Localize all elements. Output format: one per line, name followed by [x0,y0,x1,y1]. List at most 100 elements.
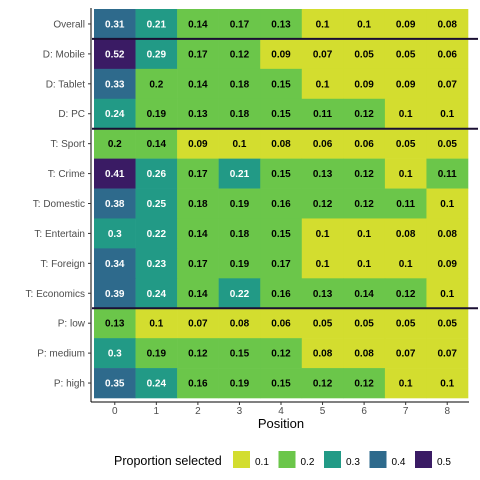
row-label: T: Sport [51,139,86,150]
cell-value-label: 0.08 [271,139,291,150]
heatmap-cell [94,68,136,100]
heatmap-cell [177,338,219,369]
heatmap-cell [135,368,178,399]
row-label: D: PC [58,109,85,120]
legend-swatch [278,451,296,468]
cell-value-label: 0.15 [271,229,291,240]
heatmap-cell [94,9,136,40]
heatmap-cell [426,188,469,219]
cell-value-label: 0.15 [271,79,291,90]
cell-value-label: 0.22 [230,289,250,300]
cell-value-label: 0.24 [147,379,167,390]
cell-value-label: 0.1 [440,289,454,300]
heatmap-cell [260,98,303,129]
heatmap-cell [135,38,178,70]
heatmap-cell [260,278,303,309]
row-label: T: Domestic [33,199,85,210]
heatmap-cell [94,158,136,189]
cell-value-label: 0.09 [437,259,457,270]
cell-value-label: 0.12 [188,349,208,360]
row-label: P: high [54,379,85,390]
cell-value-label: 0.06 [271,319,291,330]
heatmap-cell [218,188,261,219]
heatmap-cell [260,158,303,189]
cell-value-label: 0.07 [437,79,457,90]
heatmap-cell [218,338,261,369]
cell-value-label: 0.13 [271,19,291,30]
heatmap-cell [384,308,427,339]
heatmap-cell [177,218,219,249]
heatmap-cell [384,38,427,70]
cell-value-label: 0.05 [437,139,457,150]
cell-value-label: 0.1 [316,79,330,90]
legend-label: 0.1 [255,457,269,468]
heatmap-cell [260,38,303,70]
heatmap-cell [301,218,344,249]
heatmap-cell [426,278,469,309]
heatmap-cell [135,68,178,100]
cell-value-label: 0.13 [188,109,208,120]
cell-value-label: 0.08 [354,349,374,360]
heatmap-cell [94,38,136,70]
heatmap-cell [135,248,178,279]
heatmap-cell [426,68,469,100]
x-axis-title: Position [258,416,304,431]
x-tick-label: 2 [195,406,201,417]
heatmap-cell [384,98,427,129]
heatmap-cell [177,9,219,40]
cell-value-label: 0.1 [440,109,454,120]
heatmap-cell [260,68,303,100]
cell-value-label: 0.13 [105,319,125,330]
cell-value-label: 0.1 [357,259,371,270]
heatmap-cell [218,68,261,100]
heatmap-cell [426,368,469,399]
heatmap-cell [260,308,303,339]
legend-swatch [233,451,250,468]
heatmap-cell [384,368,427,399]
heatmap-cell [343,368,386,399]
cell-value-label: 0.1 [357,229,371,240]
cell-value-label: 0.22 [147,229,167,240]
heatmap-cell [135,308,178,339]
cell-value-label: 0.24 [105,109,125,120]
heatmap-cell [426,38,469,70]
cell-value-label: 0.05 [437,319,457,330]
cell-value-label: 0.18 [230,79,250,90]
heatmap-cell [135,128,178,159]
cell-value-label: 0.07 [313,49,333,60]
cell-value-label: 0.11 [438,169,457,180]
cell-value-label: 0.15 [271,109,291,120]
cell-value-label: 0.05 [313,319,333,330]
cell-value-label: 0.05 [396,319,416,330]
cell-value-label: 0.21 [230,169,250,180]
heatmap-cell [260,338,303,369]
cell-value-label: 0.08 [313,349,333,360]
heatmap-cell [343,38,386,70]
heatmap-cell [94,218,136,249]
x-tick-label: 6 [361,406,367,417]
row-label: P: low [58,319,86,330]
cell-value-label: 0.12 [396,289,416,300]
x-tick-labels: 0 1 2 3 4 5 6 7 8 [112,402,450,417]
heatmap-cell [301,368,344,399]
cell-value-label: 0.11 [396,199,415,210]
cell-value-label: 0.3 [108,229,122,240]
cell-value-label: 0.06 [313,139,333,150]
heatmap-cell [260,218,303,249]
legend-items: 0.1 0.2 0.3 0.4 0.5 [233,451,451,468]
heatmap-cell [94,338,136,369]
cell-value-label: 0.12 [354,379,374,390]
cell-value-label: 0.41 [105,169,125,180]
x-tick-label: 7 [403,406,409,417]
cell-value-label: 0.09 [188,139,208,150]
cell-value-label: 0.06 [354,139,374,150]
heatmap-cells: 0.31 0.21 0.14 0.17 0.13 0.1 0.1 0.09 0.08 0.52 0.… [94,9,469,399]
cell-value-label: 0.14 [188,289,208,300]
row-labels: Overall D: Mobile D: Tablet D: PC T: Sport T:… [26,19,91,390]
heatmap-cell [218,38,261,70]
heatmap-cell [177,98,219,129]
cell-value-label: 0.33 [105,79,125,90]
legend-label: 0.3 [346,457,360,468]
heatmap-cell [426,98,469,129]
